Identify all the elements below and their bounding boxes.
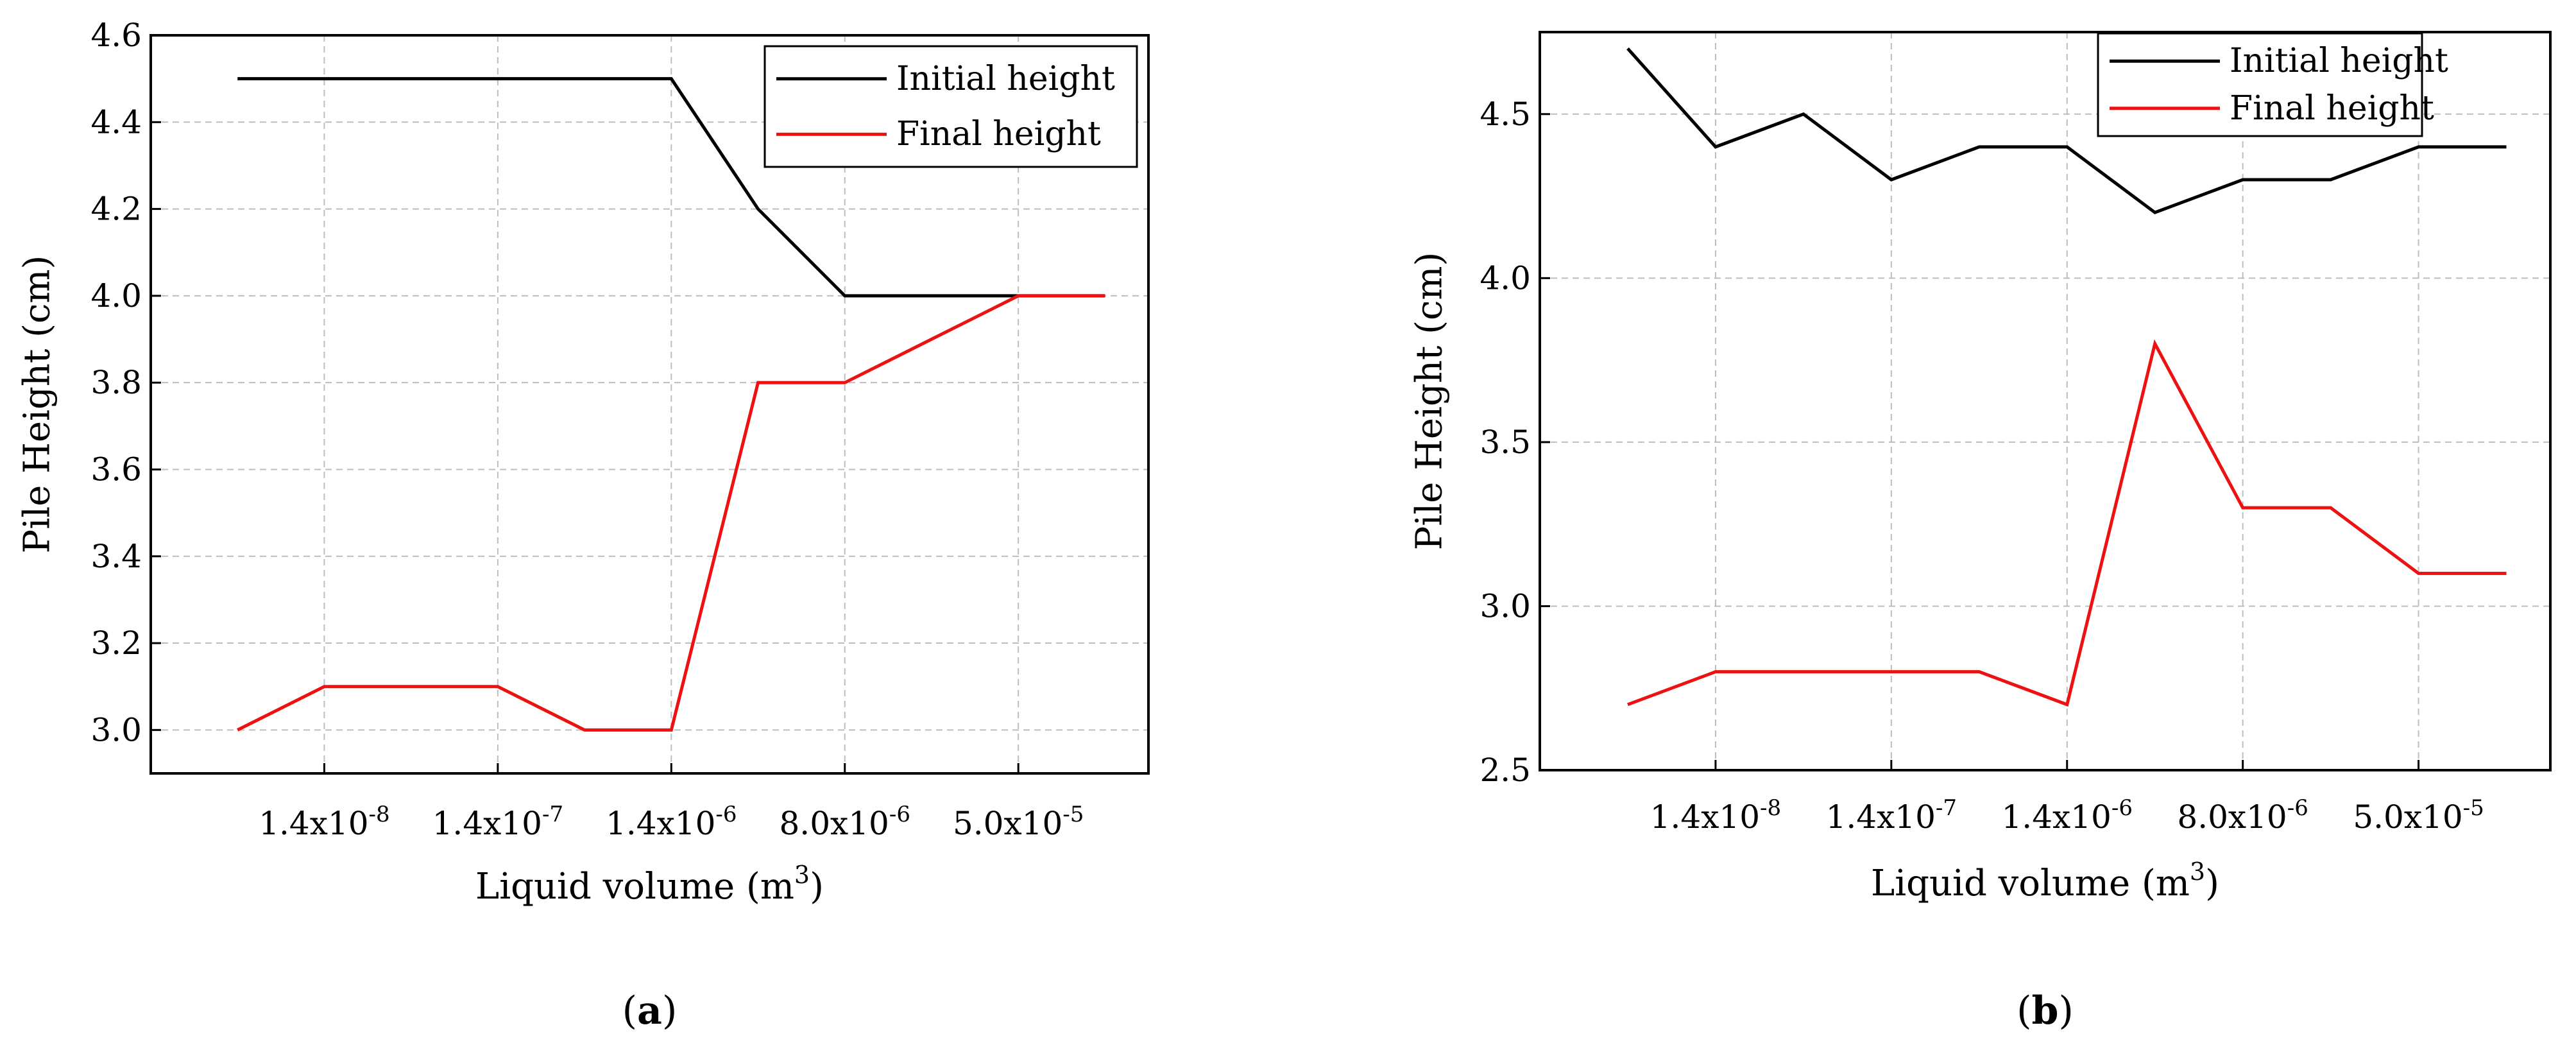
chart-a-y-axis-title: Pile Height (cm) xyxy=(17,255,58,554)
chart-a-y-tick-label: 3.8 xyxy=(90,364,142,401)
chart-b-legend-label: Initial height xyxy=(2230,42,2448,80)
chart-b-y-tick-label: 3.0 xyxy=(1480,587,1531,624)
chart-a-x-tick-label: 8.0x10-6 xyxy=(780,802,910,842)
chart-a-y-tick-label: 3.6 xyxy=(90,451,142,488)
chart-b-y-tick-label: 3.5 xyxy=(1480,424,1531,461)
chart-a-series-line-final-height xyxy=(237,294,1105,732)
chart-b-x-tick-label: 1.4x10-6 xyxy=(2002,795,2133,836)
chart-b-plot-frame xyxy=(1539,31,2552,771)
chart-panel-a: 3.0 3.2 3.4 3.6 3.8 4.0 4.2 4.4 4.6 1.4x10-8 1.4x1… xyxy=(17,17,1150,1033)
chart-b-y-axis-title: Pile Height (cm) xyxy=(1409,252,1451,551)
chart-b-legend-box xyxy=(2097,32,2423,137)
chart-b-series-line-initial-height xyxy=(1626,47,2507,214)
chart-b-series-line-final-height xyxy=(1627,339,2507,707)
chart-b-panel-label: (b) xyxy=(2017,988,2074,1033)
chart-b-y-tick-label: 4.5 xyxy=(1480,96,1531,133)
chart-a-legend-box xyxy=(763,45,1138,168)
chart-a-x-tick-label: 1.4x10-8 xyxy=(259,802,389,842)
chart-a-panel-label: (a) xyxy=(622,988,678,1033)
chart-b-x-axis-title: Liquid volume (m3) xyxy=(1871,857,2219,904)
chart-a-y-tick-label: 3.4 xyxy=(90,538,142,575)
chart-a-y-tick-label: 4.2 xyxy=(90,191,142,228)
chart-a-y-tick-label: 3.0 xyxy=(90,711,142,748)
chart-a-y-tick-label: 4.6 xyxy=(90,17,142,54)
chart-b-y-tick-label: 4.0 xyxy=(1480,259,1531,297)
chart-a-x-tick-label: 1.4x10-6 xyxy=(606,802,737,842)
chart-b-x-tick-label: 5.0x10-5 xyxy=(2353,795,2484,836)
chart-b-y-tick-label: 2.5 xyxy=(1480,752,1531,789)
chart-b-x-tick-label: 1.4x10-7 xyxy=(1826,795,1957,836)
chart-b-x-tick-label: 1.4x10-8 xyxy=(1650,795,1781,836)
chart-a-x-axis-title: Liquid volume (m3) xyxy=(475,861,824,908)
chart-panel-b: 2.5 3.0 3.5 4.0 4.5 1.4x10-8 1.4x10-7 1.4x10-6 8… xyxy=(1409,31,2552,1033)
chart-b-x-tick-label: 8.0x10-6 xyxy=(2177,795,2308,836)
chart-a-plot-frame xyxy=(149,34,1150,775)
chart-a-series-line-initial-height xyxy=(237,77,1105,298)
chart-a-legend-label: Initial height xyxy=(896,60,1115,98)
chart-a-legend-label: Final height xyxy=(896,115,1101,153)
chart-b-legend-label: Final height xyxy=(2230,89,2434,128)
chart-a-y-tick-label: 4.0 xyxy=(90,277,142,314)
chart-a-x-tick-label: 5.0x10-5 xyxy=(953,802,1084,842)
chart-a-y-tick-label: 4.4 xyxy=(90,103,142,141)
chart-a-x-tick-label: 1.4x10-7 xyxy=(432,802,563,842)
chart-a-y-tick-label: 3.2 xyxy=(90,624,142,662)
